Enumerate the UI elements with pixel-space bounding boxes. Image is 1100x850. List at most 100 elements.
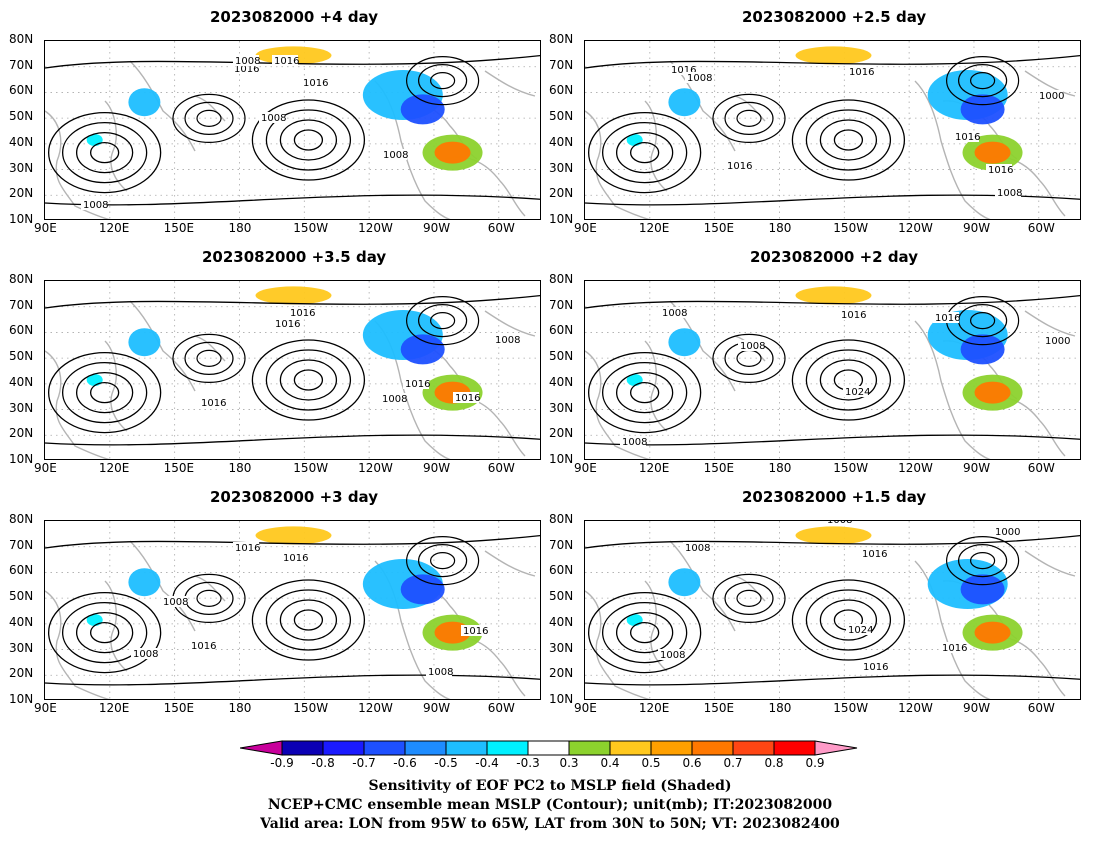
sensitivity-shading: [974, 141, 1011, 164]
isobar-label-bg: [259, 112, 285, 123]
coastline: [129, 300, 196, 392]
longitude-tick-label: 120W: [898, 461, 933, 475]
colorbar-tick-label: -0.8: [311, 756, 335, 770]
mslp-contour: [406, 295, 480, 346]
isobar-label-bg: [232, 63, 258, 74]
mslp-contour: [89, 381, 120, 404]
sensitivity-shading: [400, 94, 445, 125]
colorbar-tick-label: 0.7: [723, 756, 743, 770]
colorbar-swatch: [322, 740, 365, 756]
mslp-contour: [805, 109, 892, 171]
longitude-tick-label: 180: [768, 221, 792, 235]
latitude-tick-label: 80N: [549, 272, 574, 286]
map-graphic: 1008 1008 1000 1016 1024 1016 1016 1008: [585, 521, 1080, 699]
mslp-contour: [430, 551, 456, 570]
mslp-contour: [196, 109, 222, 128]
colorbar-swatch: [486, 740, 529, 756]
isobar-label: 1016: [234, 64, 259, 75]
sensitivity-shading: [400, 574, 445, 605]
isobar-label-bg: [381, 149, 407, 160]
colorbar-tick-label: -0.7: [352, 756, 376, 770]
latitude-tick-label: 30N: [9, 400, 34, 415]
isobar-label: 1016: [988, 165, 1013, 176]
longitude-tick-label: 60W: [1027, 221, 1055, 235]
panel-title: 2023082000 +2 day: [750, 248, 918, 266]
latitude-tick-label: 60N: [9, 563, 34, 578]
isobar-label: 1000: [1045, 336, 1070, 347]
sensitivity-shading: [960, 574, 1005, 605]
latitude-tick-label: 20N: [9, 186, 34, 201]
panel-title: 2023082000 +3 day: [210, 488, 378, 506]
latitude-tick-label: 70N: [549, 537, 574, 552]
isobar-label: 1024: [845, 387, 870, 398]
mslp-contour: [172, 333, 246, 384]
latitude-tick-label: 20N: [549, 426, 574, 441]
panel-title: 2023082000 +1.5 day: [742, 488, 927, 506]
colorbar-swatch: [281, 740, 324, 756]
colorbar-tick-label: -0.3: [516, 756, 540, 770]
longitude-tick-label: 90E: [34, 701, 57, 715]
map-frame: 1008 1008 1000 1016 1024 1016 1016 1008: [584, 520, 1081, 700]
latitude-tick-label: 40N: [549, 134, 574, 149]
colorbar-swatch: [527, 740, 570, 756]
coastline: [484, 310, 536, 337]
colorbar-high-end: [814, 740, 858, 756]
isobar-label: 1008: [163, 597, 188, 608]
mslp-contour: [75, 611, 134, 654]
panel-title: 2023082000 +3.5 day: [202, 248, 387, 266]
longitude-tick-label: 60W: [1027, 461, 1055, 475]
colorbar-low-end: [239, 740, 283, 756]
longitude-tick-label: 150W: [833, 701, 869, 715]
longitude-tick-label: 150E: [163, 461, 195, 475]
mslp-contour: [585, 294, 1080, 309]
longitude-tick-label: 90W: [422, 221, 451, 235]
isobar-label-bg: [1043, 335, 1069, 346]
mslp-contour: [47, 351, 162, 434]
colorbar-swatch: [568, 740, 611, 756]
isobar-label: 1016: [841, 310, 866, 321]
mslp-contour: [184, 101, 234, 136]
mslp-contour: [946, 55, 1020, 106]
coastline: [914, 80, 991, 219]
mslp-contour: [587, 351, 702, 434]
longitude-tick-label: 90W: [962, 461, 991, 475]
isobar-label: 1016: [955, 132, 980, 143]
mslp-contour: [585, 674, 1080, 686]
mslp-contour: [791, 339, 906, 421]
mslp-contour: [958, 63, 1008, 98]
mslp-contour: [629, 381, 660, 404]
longitude-tick-label: 90E: [574, 461, 597, 475]
isobar-label: 1008: [685, 543, 710, 554]
mslp-contour: [601, 121, 688, 184]
mslp-contour: [819, 119, 878, 161]
latitude-tick-label: 50N: [549, 349, 574, 364]
sensitivity-shading: [974, 381, 1011, 404]
mslp-contour: [724, 581, 774, 616]
latitude-tick-label: 70N: [549, 57, 574, 72]
coastline: [484, 70, 536, 97]
mslp-contour: [712, 333, 786, 384]
isobar-label: 1016: [191, 641, 216, 652]
mslp-contour: [406, 55, 480, 106]
isobar-label: 1016: [942, 643, 967, 654]
latitude-tick-label: 40N: [9, 614, 34, 629]
isobar-label: 1016: [235, 543, 260, 554]
latitude-tick-label: 30N: [9, 640, 34, 655]
isobar-label: 1016: [201, 398, 226, 409]
isobar-label-bg: [461, 625, 487, 636]
sensitivity-shading: [974, 621, 1011, 644]
colorbar-tick-label: 0.3: [559, 756, 579, 770]
coastline: [585, 350, 650, 459]
isobar-label: 1016: [849, 67, 874, 78]
mslp-contour: [279, 599, 338, 641]
latitude-tick-label: 40N: [9, 134, 34, 149]
longitude-tick-label: 90E: [574, 221, 597, 235]
isobar-label: 1008: [997, 188, 1022, 199]
map-graphic: 1008 1008 1016 1016 1000 1024 1008: [585, 281, 1080, 459]
isobar-label-bg: [301, 77, 327, 88]
colorbar-swatch: [773, 740, 816, 756]
sensitivity-shading: [128, 328, 161, 357]
isobar-label: 1008: [660, 650, 685, 661]
isobar-label: 1016: [935, 313, 960, 324]
mslp-contour: [61, 121, 148, 184]
